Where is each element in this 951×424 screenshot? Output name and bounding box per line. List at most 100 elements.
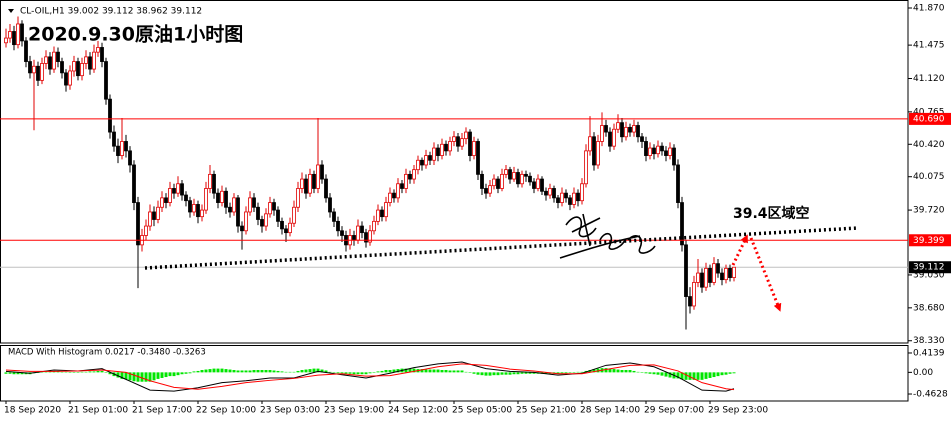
candle-body	[228, 206, 232, 213]
candle-body	[80, 63, 84, 77]
histogram-bar	[124, 372, 128, 380]
histogram-bar	[252, 370, 256, 373]
candle-body	[300, 178, 304, 189]
histogram-bar	[212, 368, 216, 373]
y-tick-label: 39.720	[913, 206, 945, 216]
histogram-bar	[576, 371, 580, 373]
y-tick-label: 40.075	[913, 172, 945, 182]
histogram-bar	[656, 372, 660, 375]
histogram-bar	[384, 370, 388, 373]
y-tick-label: 38.330	[913, 336, 945, 346]
annotation-title: 2020.9.30原油1小时图	[28, 24, 243, 46]
y-tick-label: 40.420	[913, 140, 945, 150]
histogram-bar	[316, 368, 320, 373]
histogram-bar	[216, 368, 220, 373]
candle-body	[588, 136, 592, 152]
histogram-bar	[684, 372, 688, 380]
y-tick-label: 38.680	[913, 303, 945, 313]
candle-body	[148, 211, 152, 227]
candle-body	[644, 141, 648, 156]
candle-body	[308, 173, 312, 194]
histogram-bar	[336, 372, 340, 374]
histogram-bar	[276, 370, 280, 373]
candle-body	[164, 197, 168, 203]
candle-body	[180, 183, 184, 196]
histogram-bar	[332, 372, 336, 373]
y-tick-label: 0.00	[913, 368, 933, 378]
candle-body	[648, 147, 652, 156]
candle-body	[272, 202, 276, 211]
histogram-bar	[424, 369, 428, 373]
candle-body	[532, 181, 536, 189]
histogram-bar	[204, 369, 208, 373]
histogram-bar	[644, 372, 648, 374]
x-tick-label: 25 Sep 05:00	[452, 406, 512, 416]
candle-body	[200, 209, 204, 218]
candle-body	[396, 183, 400, 199]
candle-body	[280, 220, 284, 230]
candle-body	[720, 272, 724, 281]
candle-body	[624, 126, 628, 138]
histogram-bar	[628, 370, 632, 373]
histogram-bar	[492, 372, 496, 376]
candle-body	[304, 178, 308, 194]
candle-body	[216, 192, 220, 203]
histogram-bar	[364, 372, 368, 375]
candle-body	[404, 173, 408, 189]
histogram-bar	[480, 372, 484, 376]
x-tick-label: 21 Sep 01:00	[68, 406, 128, 416]
histogram-bar	[100, 370, 104, 373]
histogram-bar	[484, 372, 488, 376]
x-tick-label: 18 Sep 2020	[4, 406, 61, 416]
candle-body	[276, 209, 280, 222]
candle-body	[524, 173, 528, 177]
candle-body	[116, 145, 120, 156]
candle-body	[380, 209, 384, 218]
candle-body	[320, 164, 324, 180]
candle-body	[384, 202, 388, 218]
histogram-bar	[380, 370, 384, 373]
candle-body	[572, 192, 576, 205]
candle-body	[268, 202, 272, 215]
histogram-bar	[224, 369, 228, 373]
candle-body	[8, 31, 12, 39]
histogram-bar	[300, 370, 304, 373]
candle-body	[184, 194, 188, 202]
last-price-tag	[909, 261, 951, 274]
histogram-bar	[532, 372, 536, 374]
histogram-bar	[444, 370, 448, 373]
histogram-bar	[460, 370, 464, 373]
candle-body	[408, 173, 412, 180]
histogram-bar	[140, 372, 144, 382]
histogram-bar	[676, 372, 680, 379]
histogram-bar	[620, 370, 624, 373]
histogram-bar	[152, 372, 156, 381]
histogram-bar	[508, 372, 512, 375]
candle-body	[696, 272, 700, 283]
histogram-bar	[568, 372, 572, 373]
macd-title: MACD With Histogram 0.0217 -0.3480 -0.32…	[8, 348, 206, 358]
histogram-bar	[168, 372, 172, 377]
x-tick-label: 23 Sep 03:00	[260, 406, 320, 416]
x-tick-label: 29 Sep 23:00	[708, 406, 768, 416]
histogram-bar	[160, 372, 164, 378]
candle-body	[352, 235, 356, 241]
histogram-bar	[432, 369, 436, 373]
histogram-bar	[96, 370, 100, 373]
histogram-bar	[504, 372, 508, 375]
histogram-bar	[296, 370, 300, 373]
candle-body	[664, 150, 668, 156]
histogram-bar	[396, 369, 400, 373]
candle-body	[716, 263, 720, 274]
candle-body	[400, 183, 404, 189]
candle-body	[684, 244, 688, 297]
candle-body	[212, 173, 216, 194]
histogram-bar	[388, 370, 392, 373]
price-tag-label: 40.690	[913, 114, 945, 124]
candle-body	[616, 122, 620, 130]
candle-body	[536, 178, 540, 189]
candle-body	[92, 51, 96, 70]
candle-body	[612, 128, 616, 147]
candle-body	[372, 220, 376, 232]
histogram-bar	[264, 370, 268, 373]
